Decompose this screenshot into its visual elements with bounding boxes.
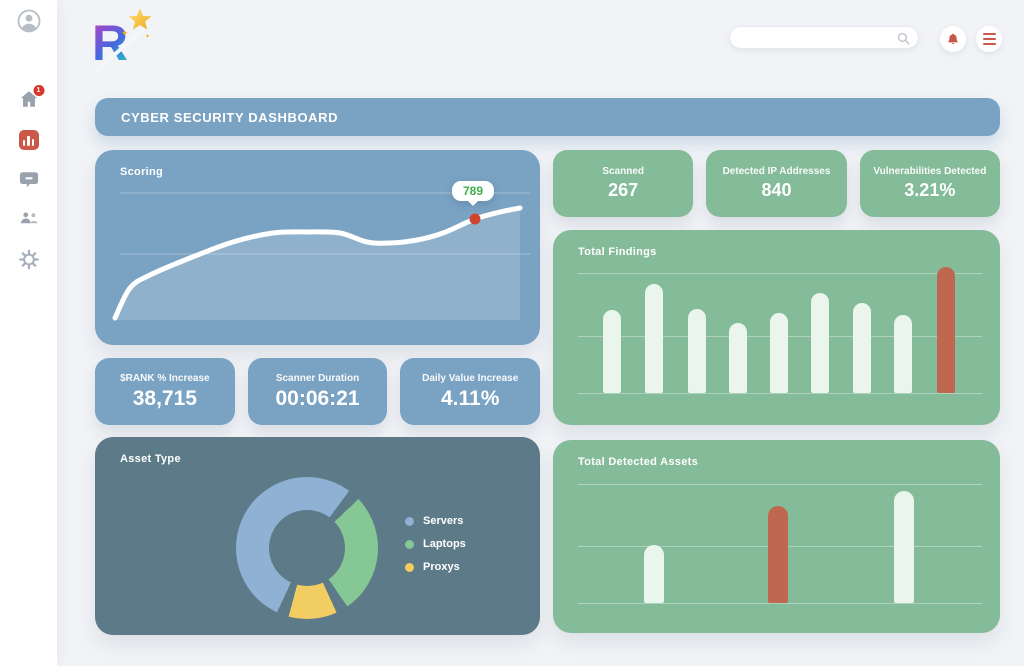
- bar: [729, 323, 747, 393]
- legend-dot: [405, 562, 414, 572]
- card-title: Total Findings: [578, 246, 657, 258]
- donut-hole: [269, 510, 345, 586]
- stat-value: 00:06:21: [275, 386, 360, 410]
- bar-chart-icon: [18, 130, 39, 150]
- sparkle-icon: ✦: [145, 34, 151, 40]
- bar: [894, 315, 912, 393]
- chat-icon: [19, 170, 39, 189]
- stat-label: Vulnerabilities Detected: [873, 166, 987, 177]
- bar: [811, 293, 829, 393]
- sidebar: 1: [0, 0, 57, 666]
- sparkle-star-icon: [126, 6, 154, 39]
- sidebar-item-home[interactable]: 1: [18, 85, 44, 109]
- chart-legend: Servers Laptops Proxys: [405, 515, 466, 573]
- stat-rank-increase: $RANK % Increase 38,715: [95, 358, 235, 425]
- stat-label: Scanned: [602, 166, 644, 177]
- page-title-text: CYBER SECURITY DASHBOARD: [121, 109, 339, 125]
- legend-item-servers: Servers: [405, 515, 466, 527]
- blue-stat-row: $RANK % Increase 38,715 Scanner Duration…: [95, 358, 541, 425]
- stat-value: 267: [608, 180, 639, 200]
- bar: [645, 284, 663, 393]
- sidebar-item-team[interactable]: [18, 211, 40, 226]
- bar: [688, 309, 706, 393]
- sidebar-item-analytics[interactable]: [18, 130, 39, 150]
- home-icon: [18, 89, 39, 109]
- bar: [768, 506, 788, 603]
- users-icon: [18, 211, 40, 226]
- stat-value: 38,715: [132, 386, 197, 410]
- stat-label: Detected IP Addresses: [722, 166, 831, 177]
- scoring-card: 789 Scoring: [95, 150, 540, 345]
- notification-badge: 1: [33, 85, 44, 96]
- asset-type-card: Asset Type Servers Laptops Proxys: [95, 437, 540, 635]
- stat-detected-ip: Detected IP Addresses 840: [706, 150, 847, 217]
- highlight-dot: [469, 213, 481, 225]
- gridline: [578, 393, 982, 394]
- bar: [770, 313, 788, 393]
- bar: [603, 310, 621, 393]
- sidebar-item-messages[interactable]: [19, 170, 39, 189]
- legend-dot: [405, 539, 414, 549]
- legend-item-laptops: Laptops: [405, 538, 466, 550]
- stat-daily-value-increase: Daily Value Increase 4.11%: [400, 358, 541, 425]
- card-title: Total Detected Assets: [578, 456, 699, 468]
- card-title: Asset Type: [120, 453, 181, 465]
- asset-type-donut-chart: [236, 477, 378, 619]
- hamburger-icon: [982, 33, 996, 45]
- gear-icon: [18, 249, 39, 270]
- stat-value: 3.21%: [904, 180, 956, 200]
- search-bar: [729, 26, 919, 49]
- green-stat-row: Scanned 267 Detected IP Addresses 840 Vu…: [553, 150, 1000, 217]
- total-findings-bar-chart: [553, 230, 1000, 425]
- notifications-button[interactable]: [940, 26, 966, 52]
- app-logo: R ✦ ✦: [90, 6, 180, 84]
- search-icon: [897, 32, 910, 45]
- stat-value: 4.11%: [440, 386, 500, 410]
- total-findings-card: Total Findings: [553, 230, 1000, 425]
- search-input[interactable]: [730, 27, 918, 48]
- legend-label: Servers: [423, 515, 464, 527]
- stat-value: 840: [761, 180, 792, 200]
- legend-label: Proxys: [423, 561, 460, 573]
- profile-button[interactable]: [16, 8, 42, 34]
- stat-scanned: Scanned 267: [553, 150, 694, 217]
- line-series: [112, 205, 523, 321]
- scoring-line-chart: 789: [95, 150, 540, 345]
- area-fill: [115, 208, 520, 320]
- page-title: CYBER SECURITY DASHBOARD: [95, 98, 1000, 136]
- user-circle-icon: [16, 8, 42, 34]
- gridline: [578, 603, 982, 604]
- bar: [937, 267, 955, 393]
- total-detected-assets-card: Total Detected Assets: [553, 440, 1000, 633]
- gridline: [578, 273, 982, 274]
- sidebar-item-settings[interactable]: [18, 249, 39, 270]
- legend-label: Laptops: [423, 538, 466, 550]
- line-chart-canvas: [112, 192, 530, 321]
- bar: [644, 545, 664, 603]
- hamburger-menu-button[interactable]: [976, 26, 1002, 52]
- stat-scanner-duration: Scanner Duration 00:06:21: [247, 358, 388, 425]
- legend-dot: [405, 516, 414, 526]
- stat-vulnerabilities: Vulnerabilities Detected 3.21%: [859, 150, 1000, 217]
- card-title: Scoring: [120, 166, 164, 178]
- bell-icon: [948, 33, 958, 44]
- gridline: [578, 484, 982, 485]
- chart-tooltip: 789: [452, 181, 495, 201]
- total-detected-assets-bar-chart: [553, 440, 1000, 633]
- bar: [894, 491, 914, 603]
- stat-label: Daily Value Increase: [422, 372, 519, 384]
- sparkle-icon: ✦: [121, 28, 129, 38]
- stat-label: $RANK % Increase: [120, 372, 210, 384]
- bar: [853, 303, 871, 393]
- legend-item-proxys: Proxys: [405, 561, 466, 573]
- stat-label: Scanner Duration: [275, 372, 360, 384]
